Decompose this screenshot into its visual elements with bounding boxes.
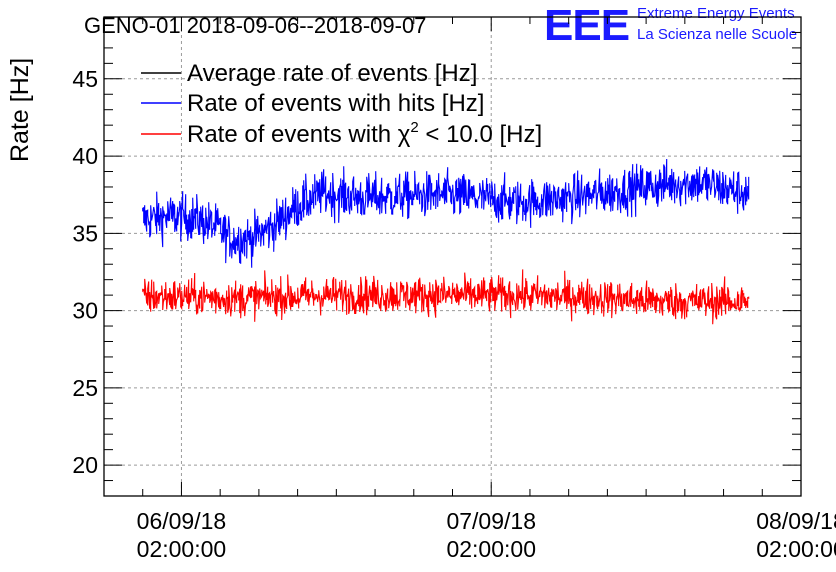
plot-frame [103,16,802,497]
x-tick-date-label: 06/09/18 [137,508,227,534]
logo-text: EEE [544,1,629,50]
series-line [142,158,750,268]
legend-label: Average rate of events [Hz] [187,60,477,87]
x-tick-time-label: 02:00:00 [137,536,227,562]
grid-lines [104,17,801,496]
axis-ticks: 20253035404506/09/1802:00:0007/09/1802:0… [72,16,836,562]
series-1 [142,158,750,268]
eee-logo: EEE Extreme Energy Events La Scienza nel… [544,1,797,50]
legend-label: Rate of events with hits [Hz] [187,90,484,117]
y-tick-label: 20 [72,452,98,478]
y-tick-label: 45 [72,66,98,92]
logo-line2: La Scienza nelle Scuole [637,26,797,43]
y-tick-label: 40 [72,143,98,169]
y-tick-label: 35 [72,220,98,246]
x-tick-time-label: 02:00:00 [756,536,836,562]
y-tick-label: 25 [72,375,98,401]
x-tick-date-label: 08/09/18 [756,508,836,534]
legend-label: Rate of events with χ2 < 10.0 [Hz] [187,119,542,148]
x-tick-time-label: 02:00:00 [446,536,536,562]
x-tick-date-label: 07/09/18 [446,508,536,534]
series-2 [142,269,750,325]
y-axis-label: Rate [Hz] [6,58,34,162]
y-tick-label: 30 [72,298,98,324]
series-layer [142,158,750,325]
legend: Average rate of events [Hz] Rate of event… [141,60,542,148]
logo-line1: Extreme Energy Events [637,5,795,22]
series-line [142,269,750,325]
